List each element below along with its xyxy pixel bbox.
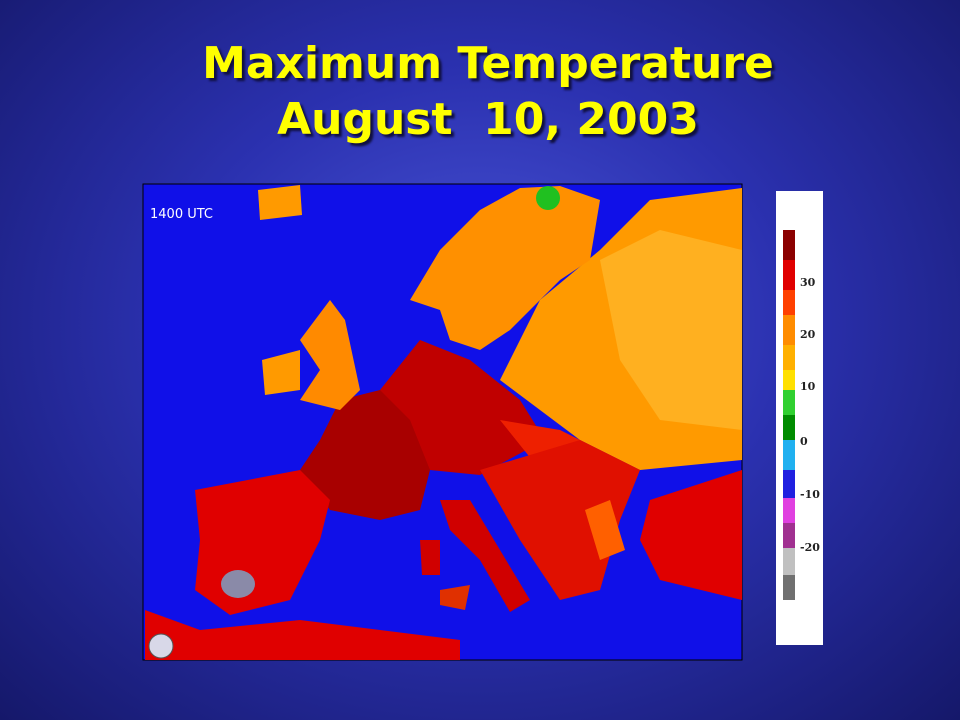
land bbox=[440, 500, 530, 612]
swatch bbox=[783, 315, 795, 345]
colorbar-label: 20 bbox=[800, 328, 816, 341]
land bbox=[640, 470, 742, 600]
swatch bbox=[783, 260, 795, 290]
colorbar-label: 30 bbox=[800, 276, 816, 289]
timestamp: 1400 UTC bbox=[150, 207, 213, 222]
land bbox=[410, 186, 600, 350]
swatch bbox=[783, 498, 795, 523]
land bbox=[221, 570, 255, 598]
swatch bbox=[783, 230, 795, 260]
title-line: August 10, 2003 bbox=[277, 94, 699, 145]
land bbox=[420, 540, 440, 575]
land bbox=[380, 340, 545, 475]
land bbox=[300, 390, 430, 520]
swatch bbox=[783, 548, 795, 575]
swatch bbox=[783, 440, 795, 470]
swatch bbox=[783, 470, 795, 498]
swatch bbox=[783, 523, 795, 548]
swatch bbox=[783, 370, 795, 390]
land bbox=[258, 185, 302, 220]
colorbar-label: 10 bbox=[800, 380, 816, 393]
land bbox=[145, 610, 460, 660]
swatch bbox=[783, 290, 795, 315]
swatch bbox=[783, 575, 795, 600]
land bbox=[585, 500, 625, 560]
logo bbox=[148, 633, 174, 659]
colorbar-label: 0 bbox=[800, 435, 808, 448]
swatch bbox=[783, 415, 795, 440]
colorbar-label: -20 bbox=[800, 541, 820, 554]
swatch bbox=[783, 390, 795, 415]
land bbox=[262, 350, 300, 395]
land bbox=[440, 585, 470, 610]
title-line: Maximum Temperature bbox=[202, 38, 774, 89]
map: 1400 UTC bbox=[142, 183, 743, 661]
colorbar: 30 20 10 0 -10 -20 bbox=[776, 191, 823, 645]
land bbox=[536, 186, 560, 210]
swatch bbox=[783, 345, 795, 370]
colorbar-label: -10 bbox=[800, 488, 820, 501]
land bbox=[300, 300, 360, 410]
land bbox=[600, 230, 742, 430]
